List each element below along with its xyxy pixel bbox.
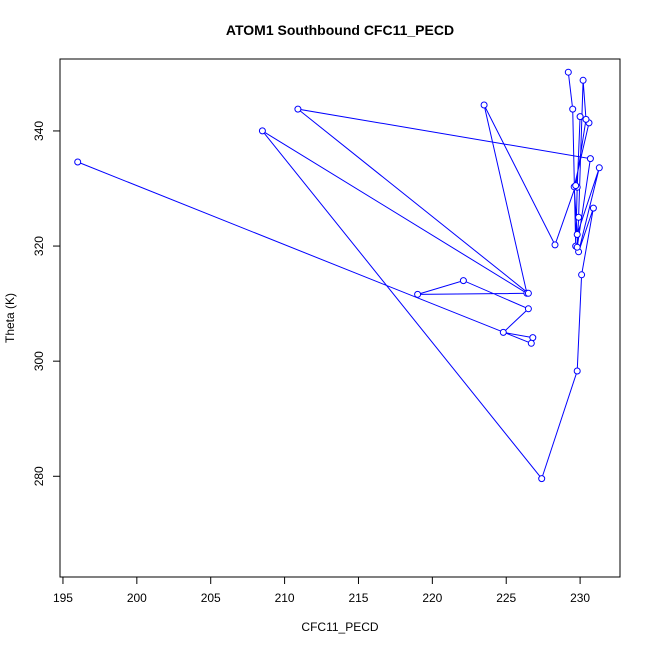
data-point: [529, 334, 537, 342]
y-axis: 280 300 320 340: [32, 121, 61, 486]
data-point: [414, 290, 422, 298]
x-tick-label: 195: [53, 591, 73, 605]
data-point: [538, 475, 546, 483]
x-tick-label: 200: [127, 591, 147, 605]
data-point: [480, 101, 488, 109]
data-point: [573, 243, 581, 251]
data-point: [578, 271, 586, 279]
chart-title: ATOM1 Southbound CFC11_PECD: [226, 22, 454, 38]
data-point: [524, 289, 532, 297]
data-point: [586, 155, 594, 163]
y-tick-label: 300: [32, 351, 46, 371]
data-point: [573, 231, 581, 238]
data-point: [551, 241, 559, 249]
data-point: [74, 158, 82, 166]
y-tick-label: 280: [32, 466, 46, 486]
data-point: [575, 213, 583, 221]
data-point: [564, 68, 572, 76]
x-axis: 195 200 205 210 215 220 225 230: [53, 576, 590, 605]
series-layer: [74, 68, 603, 483]
data-point: [569, 105, 577, 113]
data-point: [595, 164, 603, 172]
data-point: [499, 328, 507, 336]
x-axis-label: CFC11_PECD: [301, 620, 378, 634]
y-tick-label: 340: [32, 121, 46, 141]
data-point: [572, 182, 580, 190]
x-tick-label: 210: [275, 591, 295, 605]
data-point: [294, 105, 302, 113]
data-point: [527, 339, 535, 347]
data-point: [459, 277, 467, 285]
x-tick-label: 230: [570, 591, 590, 605]
data-point: [589, 204, 597, 212]
x-tick-label: 215: [348, 591, 368, 605]
data-point: [573, 367, 581, 375]
data-point: [576, 113, 584, 121]
x-tick-label: 220: [422, 591, 442, 605]
y-axis-label: Theta (K): [3, 293, 17, 343]
data-point: [579, 76, 587, 84]
y-tick-label: 320: [32, 236, 46, 256]
data-point: [582, 115, 590, 123]
data-point: [524, 305, 532, 313]
x-tick-label: 205: [201, 591, 221, 605]
x-tick-label: 225: [496, 591, 516, 605]
data-point: [258, 127, 266, 135]
